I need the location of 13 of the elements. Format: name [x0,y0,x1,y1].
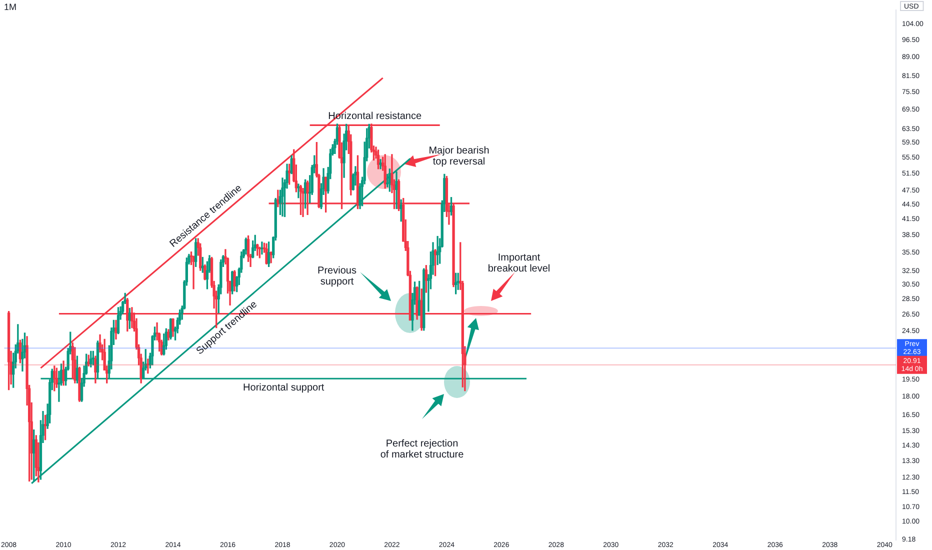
annotation: Major bearish top reversal [428,145,490,168]
candlestick [436,236,439,266]
candlestick [192,256,195,290]
series-label: Horizontal support [243,382,324,394]
candlestick [281,178,284,217]
candlestick [297,184,300,198]
annotation: Perfect rejection of market structure [380,438,464,460]
annotation: Important breakout level [488,252,550,274]
chart-title: 1M [4,2,17,12]
candlestick [395,171,398,210]
candlestick [379,159,382,170]
annotation: Previous support [318,265,356,288]
candlestick [400,199,402,222]
